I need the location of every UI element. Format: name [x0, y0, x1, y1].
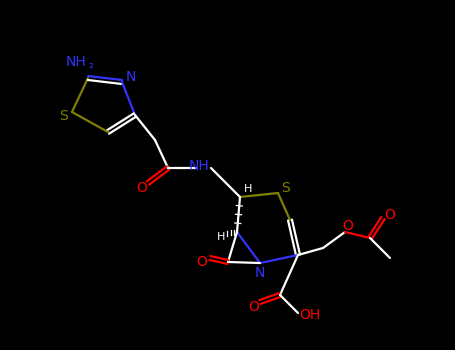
Text: H: H	[217, 232, 225, 242]
Text: ₂: ₂	[89, 57, 93, 70]
Text: N: N	[255, 266, 265, 280]
Text: N: N	[126, 70, 136, 84]
Text: S: S	[60, 109, 68, 123]
Text: NH: NH	[189, 159, 209, 173]
Text: O: O	[384, 208, 395, 222]
Text: O: O	[197, 255, 207, 269]
Text: O: O	[248, 300, 259, 314]
Text: O: O	[343, 219, 354, 233]
Text: H: H	[244, 184, 252, 194]
Text: OH: OH	[299, 308, 321, 322]
Text: NH: NH	[66, 55, 86, 69]
Text: O: O	[136, 181, 147, 195]
Text: S: S	[282, 181, 290, 195]
